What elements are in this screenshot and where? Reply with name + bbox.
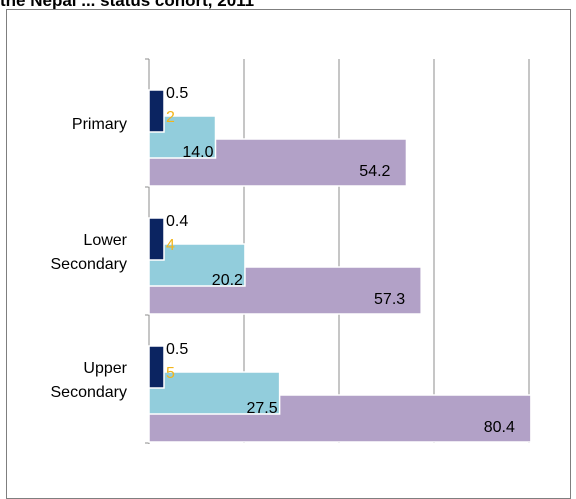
- data-label: 54.2: [359, 163, 390, 180]
- data-label: 0.5: [166, 85, 188, 102]
- category-label: Upper: [83, 360, 127, 377]
- category-label: Secondary: [51, 384, 128, 401]
- bar: [148, 345, 165, 389]
- bar: [148, 243, 246, 287]
- bar: [148, 115, 217, 159]
- bar: [148, 89, 165, 133]
- data-label: 80.4: [484, 419, 515, 436]
- data-label: 57.3: [374, 291, 405, 308]
- category-label: Lower: [83, 232, 127, 249]
- data-label: 4: [166, 237, 175, 254]
- category-label: Primary: [72, 116, 127, 133]
- chart-title-fragment: the Nepal ... status cohort, 2011: [0, 0, 255, 10]
- data-label: 14.0: [182, 144, 213, 161]
- data-label: 5: [166, 365, 175, 382]
- bar: [148, 217, 165, 261]
- data-label: 0.4: [166, 213, 188, 230]
- category-label: Secondary: [51, 256, 128, 273]
- data-label: 0.5: [166, 341, 188, 358]
- data-label: 2: [166, 109, 175, 126]
- bar: [148, 371, 281, 415]
- data-label: 20.2: [212, 272, 243, 289]
- data-label: 27.5: [246, 400, 277, 417]
